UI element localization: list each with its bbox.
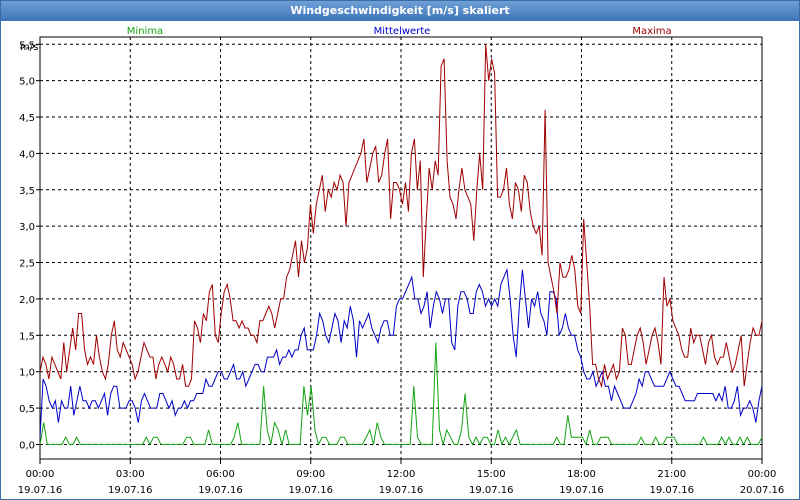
y-tick-label: 0,5 [19, 404, 35, 415]
y-tick-label: 5,5 [19, 40, 35, 51]
y-tick-label: 0,0 [19, 440, 35, 451]
x-tick-date: 19.07.16 [198, 485, 243, 496]
legend-maxima: Maxima [632, 26, 671, 37]
legend-minima: Minima [127, 26, 163, 37]
series-line-mittelwerte [39, 267, 763, 438]
x-tick-time: 03:00 [116, 469, 145, 480]
y-tick-label: 4,0 [19, 149, 35, 160]
x-tick-time: 00:00 [748, 469, 777, 480]
x-tick-date: 19.07.16 [649, 485, 694, 496]
window-title: Windgeschwindigkeit [m/s] skaliert [1, 1, 799, 21]
y-tick-label: 3,5 [19, 186, 35, 197]
y-tick-label: 1,5 [19, 331, 35, 342]
y-axis-label: m/s [20, 42, 38, 53]
x-tick-time: 12:00 [387, 469, 416, 480]
x-tick-time: 00:00 [26, 469, 55, 480]
x-tick-time: 06:00 [206, 469, 235, 480]
x-tick-time: 15:00 [477, 469, 506, 480]
y-tick-label: 3,0 [19, 222, 35, 233]
legend-mittelwerte: Mittelwerte [374, 26, 431, 37]
y-tick-label: 1,0 [19, 368, 35, 379]
x-tick-date: 19.07.16 [18, 485, 63, 496]
series-line-minima [39, 342, 763, 446]
y-tick-label: 2,0 [19, 295, 35, 306]
y-tick-label: 5,0 [19, 77, 35, 88]
x-tick-date: 19.07.16 [108, 485, 153, 496]
x-tick-date: 20.07.16 [740, 485, 785, 496]
x-tick-date: 19.07.16 [559, 485, 604, 496]
x-tick-time: 18:00 [567, 469, 596, 480]
y-tick-label: 4,5 [19, 113, 35, 124]
x-tick-date: 19.07.16 [288, 485, 333, 496]
x-tick-time: 21:00 [657, 469, 686, 480]
series-line-maxima [39, 44, 763, 389]
x-tick-date: 19.07.16 [469, 485, 514, 496]
y-tick-label: 2,5 [19, 259, 35, 270]
x-tick-time: 09:00 [296, 469, 325, 480]
x-tick-date: 19.07.16 [379, 485, 424, 496]
